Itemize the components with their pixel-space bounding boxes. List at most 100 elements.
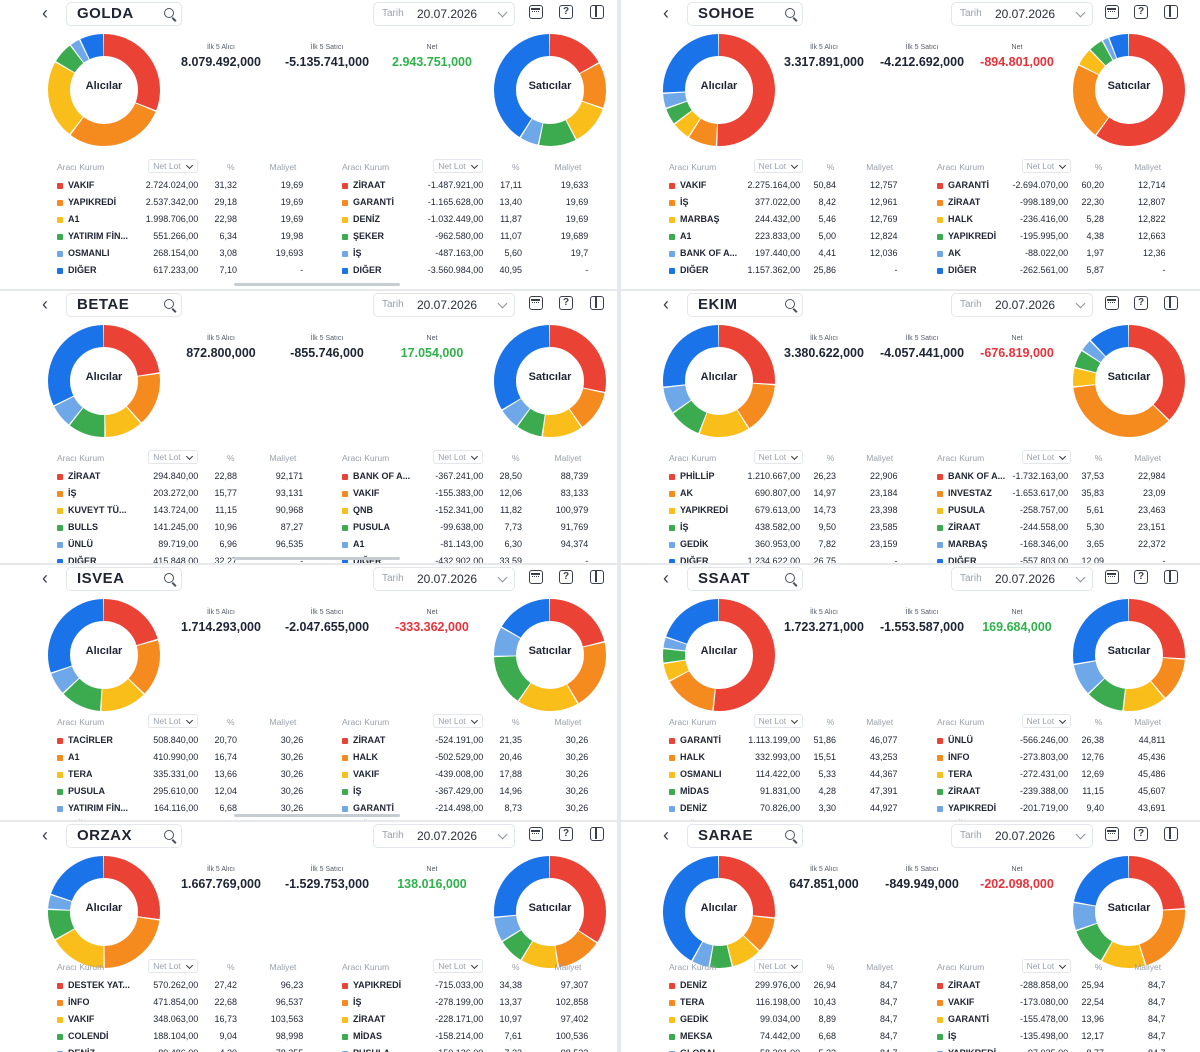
- search-icon[interactable]: [164, 830, 174, 840]
- table-row[interactable]: HALK -236.416,00 5,28 12,822: [937, 214, 1169, 228]
- table-row[interactable]: AK -88.022,00 1,97 12,36: [937, 248, 1169, 262]
- table-row[interactable]: ZİRAAT -239.388,00 11,15 45,607: [937, 786, 1169, 800]
- table-row[interactable]: YAPIKREDİ -195.995,00 4,38 12,663: [937, 231, 1169, 245]
- date-picker[interactable]: Tarih 20.07.2026: [951, 567, 1093, 591]
- export-icon[interactable]: [1164, 296, 1178, 310]
- chevron-left-icon[interactable]: ‹: [663, 294, 669, 314]
- table-row[interactable]: A1 223.833,00 5,00 12,824: [669, 231, 901, 245]
- table-row[interactable]: Diğer -557.803,00 12,09 -: [937, 556, 1169, 563]
- symbol-search-box[interactable]: ISVEA: [66, 567, 182, 591]
- table-row[interactable]: GEDİK 360.953,00 7,82 23,159: [669, 539, 901, 553]
- table-row[interactable]: HALK -502.529,00 20,46 30,26: [342, 752, 592, 766]
- table-row[interactable]: DENİZ -1.032.449,00 11,87 19,69: [342, 214, 592, 228]
- table-row[interactable]: YAPIKREDİ -97.035,00 8,77 84,7: [937, 1048, 1169, 1052]
- help-icon[interactable]: [1134, 296, 1148, 310]
- table-row[interactable]: Diğer -262.561,00 5,87 -: [937, 265, 1169, 279]
- netlot-sort-dropdown[interactable]: Net Lot: [753, 159, 804, 173]
- table-row[interactable]: ZİRAAT -228.171,00 10,97 97,402: [342, 1014, 592, 1028]
- table-row[interactable]: COLENDİ 188.104,00 9,04 98,998: [57, 1031, 307, 1045]
- search-icon[interactable]: [164, 299, 174, 309]
- table-row[interactable]: TACİRLER 508.840,00 20,70 30,26: [57, 735, 307, 749]
- search-icon[interactable]: [785, 8, 795, 18]
- table-row[interactable]: İŞ -135.498,00 12,17 84,7: [937, 1031, 1169, 1045]
- table-row[interactable]: DESTEK YAT... 570.262,00 27,42 96,23: [57, 980, 307, 994]
- help-icon[interactable]: [559, 570, 573, 584]
- horizontal-scrollbar[interactable]: [234, 557, 400, 560]
- table-row[interactable]: BANK OF A... 197.440,00 4,41 12,036: [669, 248, 901, 262]
- table-row[interactable]: GARANTİ 1.113.199,00 51,86 46,077: [669, 735, 901, 749]
- help-icon[interactable]: [559, 827, 573, 841]
- chevron-left-icon[interactable]: ‹: [663, 568, 669, 588]
- date-picker[interactable]: Tarih 20.07.2026: [951, 293, 1093, 317]
- help-icon[interactable]: [559, 296, 573, 310]
- calendar-icon[interactable]: [529, 5, 543, 19]
- netlot-sort-dropdown[interactable]: Net Lot: [433, 159, 483, 173]
- table-row[interactable]: A1 -81.143,00 6,30 94,374: [342, 539, 592, 553]
- table-row[interactable]: YATIRIM FİN... 164.116,00 6,68 30,26: [57, 803, 307, 817]
- table-row[interactable]: TERA 335.331,00 13,66 30,26: [57, 769, 307, 783]
- search-icon[interactable]: [785, 573, 795, 583]
- date-picker[interactable]: Tarih 20.07.2026: [373, 567, 515, 591]
- symbol-search-box[interactable]: BETAE: [66, 293, 182, 317]
- chevron-left-icon[interactable]: ‹: [42, 568, 48, 588]
- table-row[interactable]: İŞ 438.582,00 9,50 23,585: [669, 522, 901, 536]
- netlot-sort-dropdown[interactable]: Net Lot: [1021, 450, 1072, 464]
- date-picker[interactable]: Tarih 20.07.2026: [373, 824, 515, 848]
- table-row[interactable]: QNB -152.341,00 11,82 100,979: [342, 505, 592, 519]
- chevron-left-icon[interactable]: ‹: [42, 825, 48, 845]
- table-row[interactable]: TERA 116.198,00 10,43 84,7: [669, 997, 901, 1011]
- export-icon[interactable]: [1164, 5, 1178, 19]
- table-row[interactable]: İNFO 471.854,00 22,68 96,537: [57, 997, 307, 1011]
- table-row[interactable]: PUSULA 295.610,00 12,04 30,26: [57, 786, 307, 800]
- search-icon[interactable]: [164, 573, 174, 583]
- table-row[interactable]: YAPIKREDİ -715.033,00 34,38 97,307: [342, 980, 592, 994]
- search-icon[interactable]: [785, 830, 795, 840]
- table-row[interactable]: BULLS 141.245,00 10,96 87,27: [57, 522, 307, 536]
- calendar-icon[interactable]: [529, 827, 543, 841]
- table-row[interactable]: İNFO -273.803,00 12,76 45,436: [937, 752, 1169, 766]
- table-row[interactable]: ZİRAAT -288.858,00 25,94 84,7: [937, 980, 1169, 994]
- table-row[interactable]: ÜNLÜ 89.719,00 6,96 96,535: [57, 539, 307, 553]
- table-row[interactable]: ŞEKER -962.580,00 11,07 19,689: [342, 231, 592, 245]
- table-row[interactable]: İŞ -487.163,00 5,60 19,7: [342, 248, 592, 262]
- table-row[interactable]: INVESTAZ -1.653.617,00 35,83 23,09: [937, 488, 1169, 502]
- table-row[interactable]: DENİZ 299.976,00 26,94 84,7: [669, 980, 901, 994]
- table-row[interactable]: ZİRAAT -244.558,00 5,30 23,151: [937, 522, 1169, 536]
- table-row[interactable]: ZİRAAT 294.840,00 22,88 92,171: [57, 471, 307, 485]
- table-row[interactable]: HALK 332.993,00 15,51 43,253: [669, 752, 901, 766]
- table-row[interactable]: PUSULA -150.136,00 7,22 98,523: [342, 1048, 592, 1052]
- calendar-icon[interactable]: [529, 570, 543, 584]
- chevron-left-icon[interactable]: ‹: [663, 3, 669, 23]
- export-icon[interactable]: [590, 570, 604, 584]
- table-row[interactable]: KUVEYT TÜ... 143.724,00 11,15 90,968: [57, 505, 307, 519]
- symbol-search-box[interactable]: SARAE: [687, 824, 803, 848]
- table-row[interactable]: MİDAS -158.214,00 7,61 100,536: [342, 1031, 592, 1045]
- table-row[interactable]: PUSULA -258.757,00 5,61 23,463: [937, 505, 1169, 519]
- table-row[interactable]: GLOBAL 58.201,00 5,23 84,7: [669, 1048, 901, 1052]
- table-row[interactable]: YATIRIM FİN... 551.266,00 6,34 19,98: [57, 231, 307, 245]
- date-picker[interactable]: Tarih 20.07.2026: [951, 824, 1093, 848]
- symbol-search-box[interactable]: GOLDA: [66, 2, 182, 26]
- table-row[interactable]: MARBAŞ 244.432,00 5,46 12,769: [669, 214, 901, 228]
- table-row[interactable]: YAPIKREDİ 679.613,00 14,73 23,398: [669, 505, 901, 519]
- chevron-left-icon[interactable]: ‹: [42, 294, 48, 314]
- netlot-sort-dropdown[interactable]: Net Lot: [753, 450, 804, 464]
- table-row[interactable]: GARANTİ -155.478,00 13,96 84,7: [937, 1014, 1169, 1028]
- table-row[interactable]: TERA -272.431,00 12,69 45,486: [937, 769, 1169, 783]
- table-row[interactable]: İŞ 377.022,00 8,42 12,961: [669, 197, 901, 211]
- table-row[interactable]: OSMANLI 268.154,00 3,08 19,693: [57, 248, 307, 262]
- table-row[interactable]: MARBAŞ -168.346,00 3,65 22,372: [937, 539, 1169, 553]
- table-row[interactable]: İŞ -367.429,00 14,96 30,26: [342, 786, 592, 800]
- table-row[interactable]: DENİZ 89.486,00 4,30 78,355: [57, 1048, 307, 1052]
- date-picker[interactable]: Tarih 20.07.2026: [373, 293, 515, 317]
- table-row[interactable]: YAPIKREDİ -201.719,00 9,40 43,691: [937, 803, 1169, 817]
- export-icon[interactable]: [1164, 827, 1178, 841]
- help-icon[interactable]: [1134, 827, 1148, 841]
- netlot-sort-dropdown[interactable]: Net Lot: [148, 450, 198, 464]
- table-row[interactable]: GARANTİ -2.694.070,00 60,20 12,714: [937, 180, 1169, 194]
- table-row[interactable]: ÜNLÜ -566.246,00 26,38 44,811: [937, 735, 1169, 749]
- table-row[interactable]: BANK OF A... -367.241,00 28,50 88,739: [342, 471, 592, 485]
- calendar-icon[interactable]: [1105, 296, 1119, 310]
- table-row[interactable]: VAKIF -173.080,00 22,54 84,7: [937, 997, 1169, 1011]
- netlot-sort-dropdown[interactable]: Net Lot: [1021, 959, 1072, 973]
